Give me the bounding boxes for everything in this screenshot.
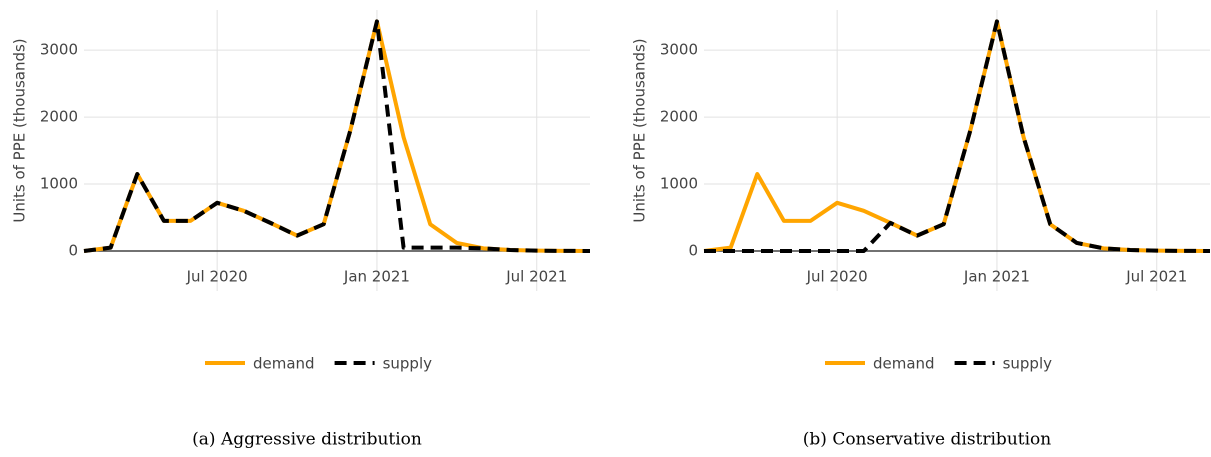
series-line [83,19,591,253]
y-tick-label: 2000 [660,108,698,126]
x-tick-label: Jul 2021 [505,268,567,286]
legend-label: demand [873,355,935,373]
caption: (a) Aggressive distribution [192,430,422,450]
chart-panel: Jul 2020 Jan 2021 Jul 2021 0 1000 2000 3000 Uni… [631,10,1211,450]
y-tick-label: 0 [68,242,78,260]
y-tick-label: 3000 [40,41,78,59]
series-line [703,19,1211,253]
x-tick-label: Jul 2021 [1125,268,1187,286]
series-line [704,19,1211,253]
y-tick-label: 1000 [40,175,78,193]
x-tick-label: Jul 2020 [186,268,248,286]
x-tick-label: Jan 2021 [963,268,1030,286]
y-tick-label: 2000 [40,108,78,126]
y-tick-label: 0 [688,242,698,260]
y-axis-label: Units of PPE (thousands) [631,38,649,222]
legend-label: supply [1003,355,1053,373]
legend-label: demand [253,355,315,373]
chart-panel: Jul 2020 Jan 2021 Jul 2021 0 1000 2000 3000 Uni… [11,10,591,450]
y-tick-label: 1000 [660,175,698,193]
x-tick-label: Jan 2021 [343,268,410,286]
x-tick-label: Jul 2020 [806,268,868,286]
y-axis-label: Units of PPE (thousands) [11,38,29,222]
caption: (b) Conservative distribution [803,430,1052,450]
legend-label: supply [383,355,433,373]
y-tick-label: 3000 [660,41,698,59]
